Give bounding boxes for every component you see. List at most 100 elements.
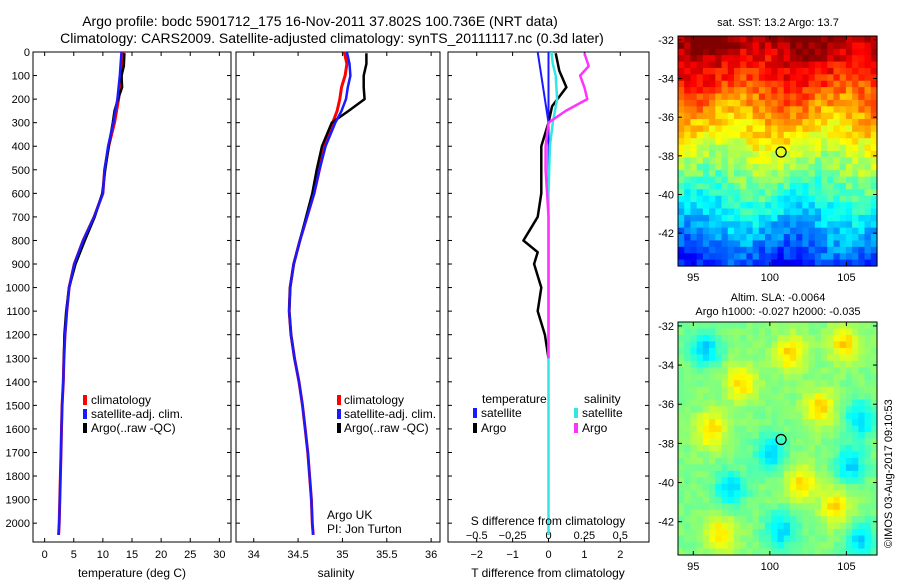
map-cell: [808, 483, 816, 491]
map-cell: [852, 36, 859, 43]
map-cell: [821, 457, 828, 465]
map-cell: [684, 74, 692, 82]
map-cell: [715, 406, 723, 414]
map-cell: [752, 322, 760, 330]
map-cell: [690, 516, 698, 524]
map-cell: [814, 432, 822, 440]
map-cell: [721, 234, 729, 242]
map-cell: [727, 451, 735, 459]
map-cell: [858, 131, 866, 139]
map-cell: [827, 55, 835, 63]
map-cell: [746, 354, 754, 362]
map-cell: [715, 483, 723, 491]
map-cell: [827, 477, 835, 485]
map-cell: [740, 195, 748, 203]
map-cell: [802, 483, 810, 491]
map-cell: [808, 548, 816, 556]
map-cell: [727, 322, 735, 330]
map-cell: [796, 438, 803, 446]
map-cell: [765, 529, 772, 537]
map-cell: [752, 138, 760, 146]
map-cell: [702, 240, 710, 248]
map-cell: [777, 74, 785, 82]
map-cell: [858, 87, 866, 95]
map-cell: [702, 432, 710, 440]
map-cell: [733, 367, 741, 375]
map-cell: [796, 176, 803, 184]
map-cell: [783, 457, 791, 465]
map-cell: [715, 163, 723, 171]
map-cell: [821, 412, 828, 420]
map-cell: [808, 138, 816, 146]
map-cell: [789, 253, 797, 261]
map-cell: [709, 119, 716, 127]
map-lat-label: -32: [658, 321, 674, 333]
map-cell: [771, 112, 779, 120]
map-cell: [777, 151, 785, 158]
map-cell: [715, 74, 723, 82]
x-tick-label: 25: [184, 549, 196, 561]
map-cell: [690, 125, 698, 133]
map-cell: [690, 176, 698, 184]
map-cell: [771, 234, 779, 242]
map-cell: [740, 516, 748, 524]
map-cell: [678, 67, 685, 75]
map-cell: [858, 406, 866, 414]
map-cell: [733, 234, 741, 242]
map-cell: [808, 214, 816, 222]
map-cell: [852, 157, 859, 165]
map-cell: [870, 189, 878, 197]
map-cell: [721, 202, 729, 210]
s-tick-label: −0.25: [499, 530, 527, 542]
map-cell: [789, 80, 797, 88]
map-cell: [758, 432, 766, 440]
map-cell: [783, 182, 791, 190]
map-cell: [765, 490, 772, 498]
map-cell: [864, 393, 872, 401]
map-cell: [702, 253, 710, 261]
map-cell: [709, 131, 716, 139]
map-cell: [833, 119, 841, 127]
map-cell: [864, 548, 872, 556]
map-cell: [858, 334, 866, 343]
map-cell: [765, 406, 772, 414]
map-cell: [746, 182, 754, 190]
map-cell: [839, 386, 847, 394]
map-cell: [783, 36, 791, 43]
map-cell: [777, 328, 785, 336]
map-cell: [721, 99, 729, 107]
map-cell: [696, 406, 704, 414]
map-cell: [765, 144, 772, 152]
s-tick-label: 0.5: [613, 530, 628, 542]
map-cell: [839, 80, 847, 88]
map-cell: [758, 112, 766, 120]
map-cell: [678, 195, 685, 203]
map-cell: [678, 470, 685, 478]
map-cell: [690, 259, 698, 267]
map-cell: [814, 163, 822, 171]
map-cell: [690, 341, 698, 349]
map-cell: [758, 399, 766, 407]
map-cell: [709, 444, 716, 453]
map-cell: [746, 221, 754, 229]
map-cell: [758, 464, 766, 472]
map-cell: [789, 74, 797, 82]
map-cell: [777, 182, 785, 190]
map-cell: [789, 380, 797, 388]
map-cell: [858, 227, 866, 235]
map-cell: [870, 341, 878, 349]
map-cell: [870, 93, 878, 101]
map-cell: [852, 354, 859, 362]
map-cell: [727, 470, 735, 478]
map-cell: [839, 176, 847, 184]
map-cell: [733, 119, 741, 127]
map-cell: [802, 253, 810, 261]
map-cell: [733, 189, 741, 197]
map-cell: [684, 483, 692, 491]
map-cell: [765, 67, 772, 75]
map-cell: [808, 67, 816, 75]
map-cell: [727, 444, 735, 453]
map-cell: [814, 522, 822, 530]
map-cell: [715, 87, 723, 95]
map-cell: [727, 503, 735, 511]
